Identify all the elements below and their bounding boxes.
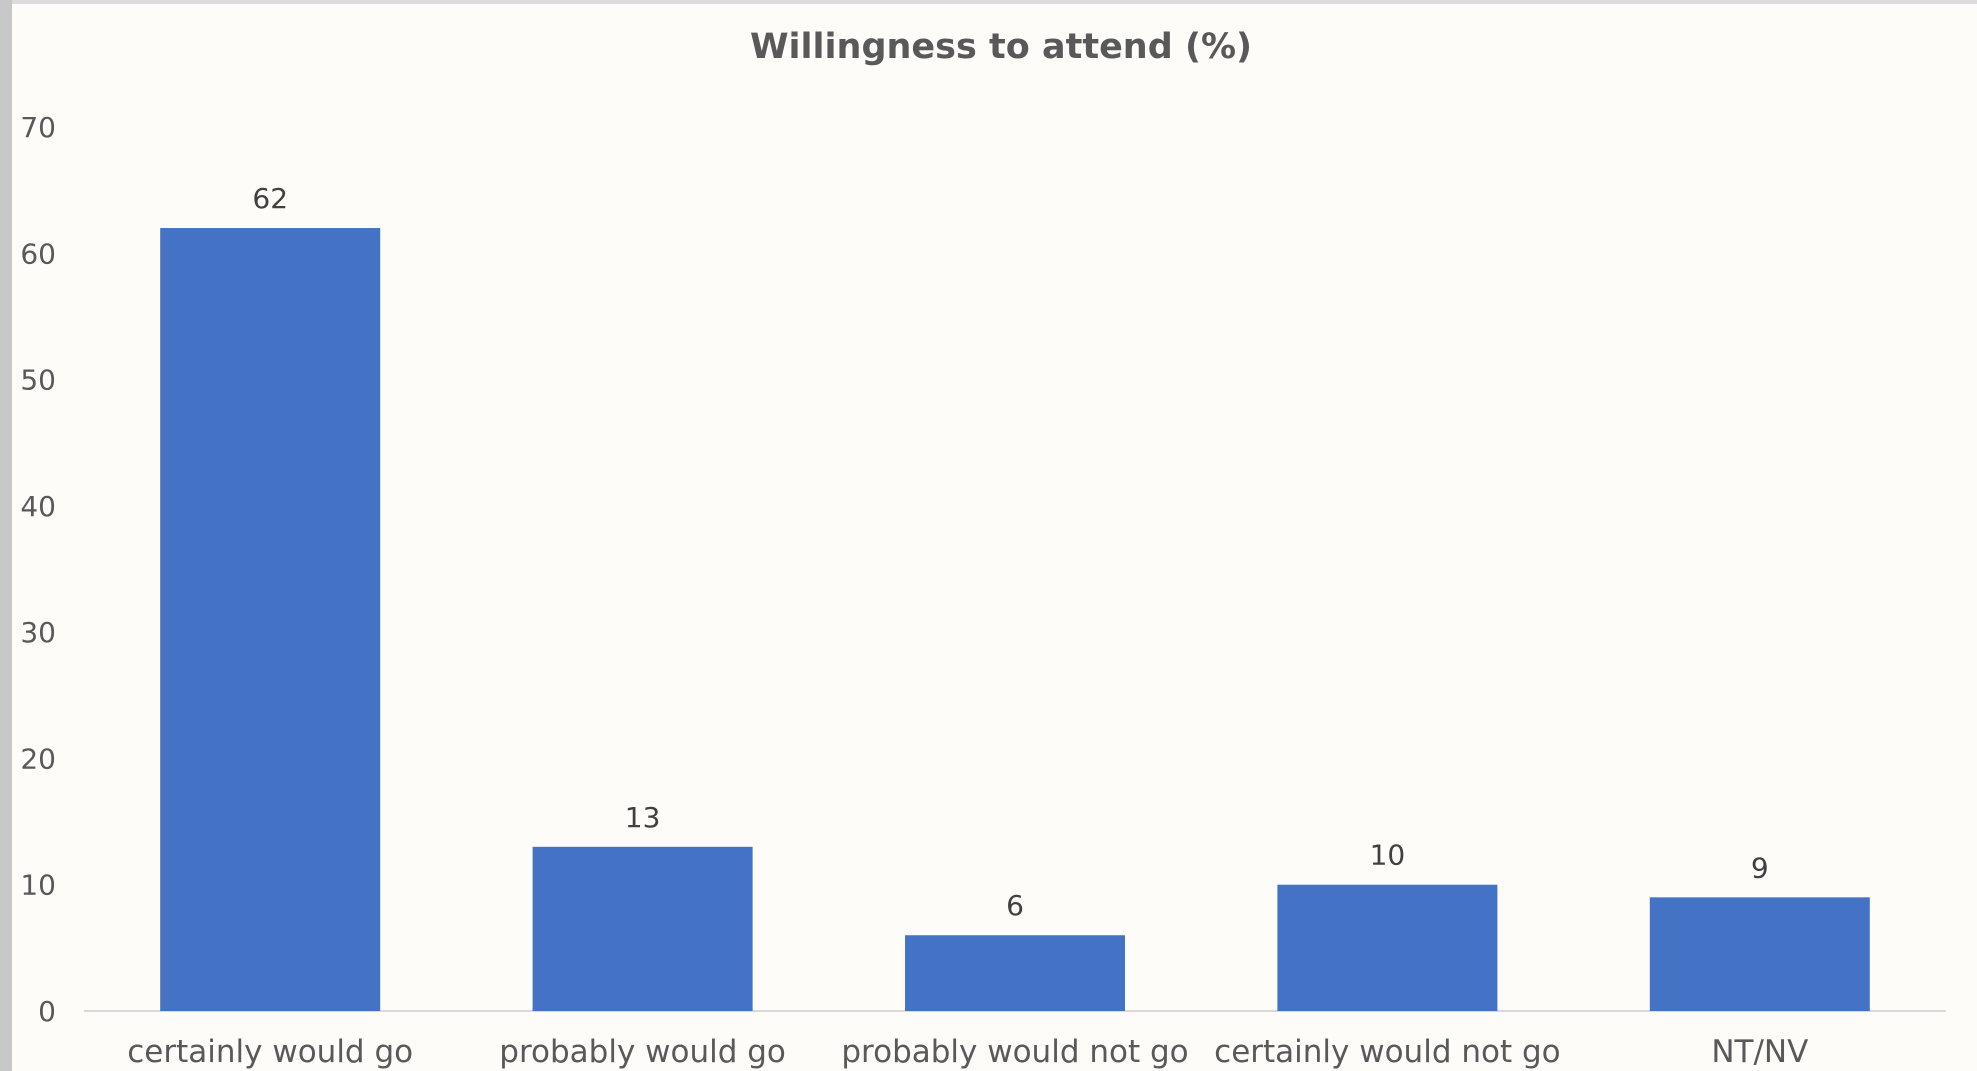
- window-left-edge: [0, 0, 12, 1071]
- category-label: probably would not go: [841, 1034, 1188, 1070]
- bar: [1277, 884, 1498, 1011]
- bar: [532, 846, 753, 1011]
- bar: [1649, 897, 1870, 1011]
- y-tick-label: 20: [20, 742, 56, 775]
- category-label: NT/NV: [1711, 1034, 1808, 1070]
- bar: [905, 935, 1125, 1011]
- category-label: probably would go: [499, 1034, 786, 1070]
- bar-value-label: 62: [252, 182, 288, 215]
- x-axis-category-labels: certainly would go probably would go proba…: [127, 1034, 1808, 1070]
- y-tick-label: 30: [20, 616, 56, 649]
- category-label: certainly would go: [127, 1034, 413, 1070]
- y-tick-label: 60: [20, 237, 56, 270]
- bars: [160, 228, 1870, 1011]
- window-top-edge: [0, 0, 1977, 4]
- bar-value-label: 10: [1370, 839, 1406, 872]
- bar-value-label: 13: [625, 801, 661, 834]
- y-tick-label: 40: [20, 490, 56, 523]
- data-labels: 62 13 6 10 9: [252, 182, 1768, 922]
- y-tick-label: 10: [20, 869, 56, 902]
- chart-title: Willingness to attend (%): [750, 27, 1252, 67]
- bar-value-label: 9: [1751, 851, 1769, 884]
- y-tick-label: 0: [38, 995, 56, 1028]
- category-label: certainly would not go: [1214, 1034, 1560, 1070]
- bar-value-label: 6: [1006, 889, 1024, 922]
- bar: [160, 228, 381, 1011]
- y-tick-label: 50: [20, 364, 56, 397]
- y-tick-label: 70: [20, 111, 56, 144]
- y-axis-tick-labels: 0 10 20 30 40 50 60 70: [20, 111, 56, 1028]
